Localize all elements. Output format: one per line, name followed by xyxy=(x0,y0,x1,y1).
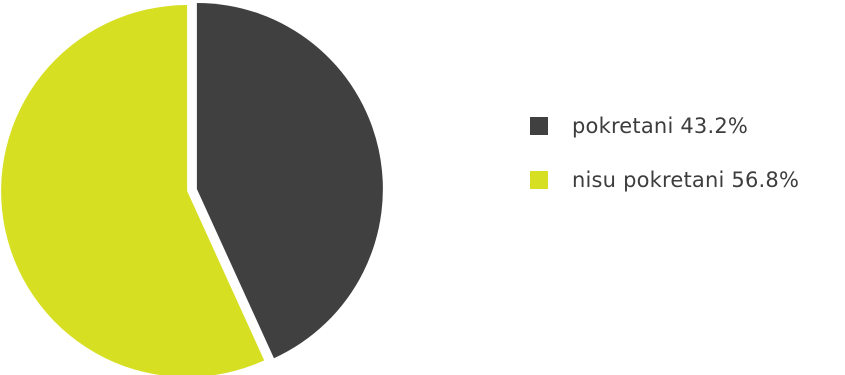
legend-swatch-pokretani xyxy=(530,116,548,135)
legend-swatch-nisu-pokretani xyxy=(530,170,548,189)
pie-slice-pokretani xyxy=(196,2,383,359)
legend-label-nisu-pokretani: nisu pokretani 56.8% xyxy=(572,167,800,192)
legend-item-pokretani: pokretani 43.2% xyxy=(530,112,799,139)
legend: pokretani 43.2% nisu pokretani 56.8% xyxy=(530,112,799,220)
legend-label-pokretani: pokretani 43.2% xyxy=(572,113,749,138)
legend-item-nisu-pokretani: nisu pokretani 56.8% xyxy=(530,166,799,193)
pie-plot-area xyxy=(1,2,383,375)
pie-slice-nisu-pokretani xyxy=(1,5,265,375)
